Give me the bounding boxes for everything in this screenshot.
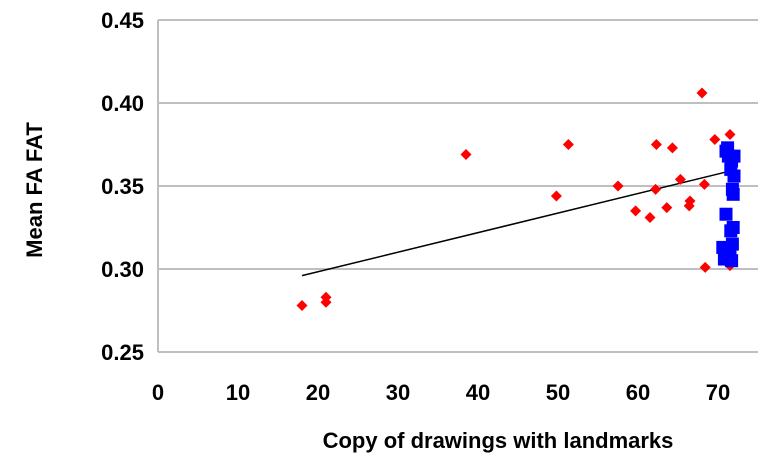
data-point-red [674, 173, 686, 185]
data-point-blue [726, 221, 740, 234]
data-point-blue [725, 237, 739, 251]
x-tick-label: 50 [546, 380, 570, 405]
x-tick-label: 40 [466, 380, 490, 405]
y-axis-title: Mean FA FAT [22, 122, 47, 258]
x-axis-title: Copy of drawings with landmarks [323, 428, 674, 453]
data-point-red [562, 139, 574, 150]
y-tick-label: 0.25 [101, 340, 144, 365]
data-point-red [630, 205, 642, 217]
y-tick-label: 0.30 [101, 257, 144, 282]
y-tick-labels: 0.25 0.30 0.35 0.40 0.45 [101, 8, 144, 365]
x-tick-label: 0 [152, 380, 164, 405]
data-point-red [666, 142, 678, 154]
y-tick-label: 0.40 [101, 91, 144, 116]
data-point-blue [727, 169, 741, 183]
data-point-red [698, 178, 710, 190]
gridlines [158, 19, 758, 353]
data-point-red [612, 180, 624, 192]
data-point-red [724, 129, 736, 141]
data-point-red [650, 139, 662, 150]
data-point-red [661, 202, 673, 214]
data-point-blue [727, 149, 741, 163]
data-point-blue [725, 254, 739, 268]
data-point-red [460, 148, 472, 160]
data-point-red [696, 87, 708, 99]
data-points [296, 87, 741, 312]
data-point-red [650, 183, 662, 195]
y-tick-label: 0.45 [101, 8, 144, 33]
data-point-red [644, 212, 656, 224]
data-point-blue [726, 187, 740, 201]
x-tick-label: 30 [386, 380, 410, 405]
x-tick-label: 20 [306, 380, 330, 405]
data-point-red [709, 134, 721, 146]
data-point-red [550, 190, 562, 202]
data-point-red [296, 300, 308, 312]
x-tick-label: 10 [226, 380, 250, 405]
data-point-blue [719, 207, 733, 221]
x-tick-label: 60 [626, 380, 650, 405]
x-tick-label: 70 [706, 380, 730, 405]
data-point-red [684, 195, 696, 207]
x-tick-labels: 0 10 20 30 40 50 60 70 [152, 380, 730, 405]
data-point-red [320, 291, 332, 303]
y-tick-label: 0.35 [101, 174, 144, 199]
data-point-red [699, 261, 711, 273]
